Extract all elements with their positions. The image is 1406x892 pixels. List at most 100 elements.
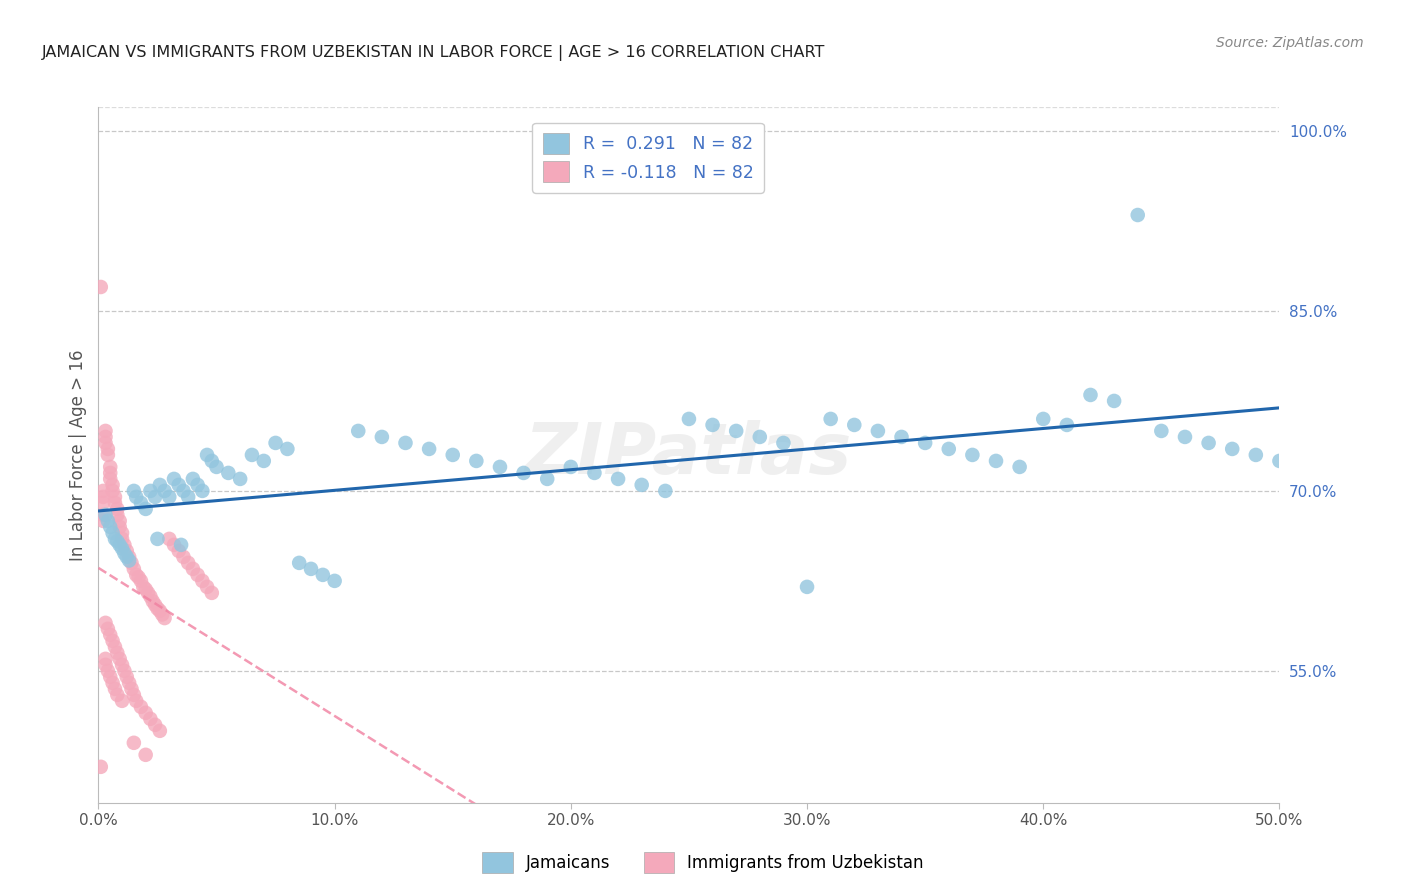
Point <box>129 496 152 510</box>
Point <box>129 699 152 714</box>
Point <box>108 520 131 534</box>
Point <box>195 448 218 462</box>
Point <box>962 448 984 462</box>
Point <box>149 723 172 738</box>
Legend: Jamaicans, Immigrants from Uzbekistan: Jamaicans, Immigrants from Uzbekistan <box>475 846 931 880</box>
Point <box>512 466 534 480</box>
Point <box>139 590 162 604</box>
Point <box>181 472 204 486</box>
Point <box>128 570 150 584</box>
Point <box>938 442 960 456</box>
Point <box>1080 388 1102 402</box>
Point <box>201 454 224 468</box>
Legend: R =  0.291   N = 82, R = -0.118   N = 82: R = 0.291 N = 82, R = -0.118 N = 82 <box>533 123 763 193</box>
Point <box>108 514 131 528</box>
Point <box>122 562 145 576</box>
Point <box>118 553 141 567</box>
Point <box>94 657 117 672</box>
Point <box>844 417 866 432</box>
Point <box>104 496 127 510</box>
Point <box>101 525 124 540</box>
Point <box>115 544 138 558</box>
Point <box>163 472 186 486</box>
Point <box>678 412 700 426</box>
Point <box>97 622 120 636</box>
Point <box>748 430 770 444</box>
Point <box>187 567 209 582</box>
Point <box>1198 436 1220 450</box>
Point <box>205 459 228 474</box>
Point <box>149 604 172 618</box>
Point <box>94 436 117 450</box>
Point <box>94 424 117 438</box>
Point <box>1220 442 1243 456</box>
Point <box>135 706 157 720</box>
Point <box>607 472 630 486</box>
Point <box>772 436 794 450</box>
Point <box>465 454 488 468</box>
Point <box>104 532 127 546</box>
Point <box>560 459 582 474</box>
Point <box>984 454 1007 468</box>
Point <box>312 567 335 582</box>
Point <box>654 483 676 498</box>
Point <box>143 718 166 732</box>
Point <box>146 601 169 615</box>
Point <box>105 508 128 522</box>
Point <box>201 586 224 600</box>
Point <box>1008 459 1031 474</box>
Point <box>112 538 135 552</box>
Point <box>583 466 606 480</box>
Point <box>163 538 186 552</box>
Point <box>90 280 112 294</box>
Point <box>125 567 148 582</box>
Point <box>177 556 200 570</box>
Point <box>371 430 394 444</box>
Point <box>149 478 172 492</box>
Point <box>94 615 117 630</box>
Point <box>115 670 138 684</box>
Point <box>229 472 252 486</box>
Point <box>132 580 155 594</box>
Point <box>139 712 162 726</box>
Point <box>118 549 141 564</box>
Point <box>98 520 121 534</box>
Point <box>299 562 322 576</box>
Point <box>111 532 134 546</box>
Point <box>91 514 114 528</box>
Point <box>122 688 145 702</box>
Point <box>135 502 157 516</box>
Point <box>91 483 114 498</box>
Point <box>914 436 936 450</box>
Point <box>101 676 124 690</box>
Text: ZIPatlas: ZIPatlas <box>526 420 852 490</box>
Point <box>167 478 190 492</box>
Point <box>170 538 193 552</box>
Point <box>1126 208 1149 222</box>
Point <box>153 611 176 625</box>
Point <box>94 508 117 522</box>
Point <box>112 546 135 560</box>
Point <box>150 607 173 622</box>
Point <box>157 532 180 546</box>
Point <box>97 664 120 678</box>
Point <box>91 496 114 510</box>
Point <box>489 459 512 474</box>
Point <box>111 541 134 556</box>
Point <box>276 442 298 456</box>
Point <box>347 424 370 438</box>
Point <box>91 508 114 522</box>
Point <box>418 442 440 456</box>
Point <box>111 525 134 540</box>
Point <box>101 478 124 492</box>
Point <box>139 483 162 498</box>
Point <box>167 544 190 558</box>
Point <box>111 694 134 708</box>
Point <box>111 657 134 672</box>
Point <box>101 483 124 498</box>
Point <box>108 538 131 552</box>
Point <box>1174 430 1197 444</box>
Point <box>121 681 143 696</box>
Point <box>129 574 152 588</box>
Point <box>177 490 200 504</box>
